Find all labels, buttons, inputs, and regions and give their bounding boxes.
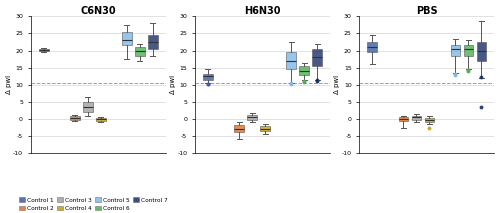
PathPatch shape xyxy=(234,125,244,132)
PathPatch shape xyxy=(70,116,80,120)
PathPatch shape xyxy=(38,49,48,51)
Title: C6N30: C6N30 xyxy=(80,6,116,16)
Legend: Control 1, Control 2, Control 3, Control 4, Control 5, Control 6, Control 7: Control 1, Control 2, Control 3, Control… xyxy=(18,196,170,212)
Title: H6N30: H6N30 xyxy=(244,6,281,16)
PathPatch shape xyxy=(398,117,408,121)
PathPatch shape xyxy=(135,47,144,56)
Y-axis label: Δ pwI: Δ pwI xyxy=(6,75,12,94)
PathPatch shape xyxy=(122,32,132,45)
PathPatch shape xyxy=(464,45,473,56)
PathPatch shape xyxy=(450,45,460,56)
PathPatch shape xyxy=(96,118,106,121)
Y-axis label: Δ pwI: Δ pwI xyxy=(170,75,176,94)
Y-axis label: Δ pwI: Δ pwI xyxy=(334,75,340,94)
PathPatch shape xyxy=(286,52,296,69)
PathPatch shape xyxy=(412,116,422,120)
PathPatch shape xyxy=(83,102,92,112)
PathPatch shape xyxy=(203,74,213,80)
PathPatch shape xyxy=(148,35,158,49)
PathPatch shape xyxy=(368,42,377,52)
Title: PBS: PBS xyxy=(416,6,438,16)
PathPatch shape xyxy=(299,66,309,75)
PathPatch shape xyxy=(476,42,486,61)
PathPatch shape xyxy=(260,126,270,131)
PathPatch shape xyxy=(247,115,257,120)
PathPatch shape xyxy=(424,118,434,122)
PathPatch shape xyxy=(312,49,322,66)
